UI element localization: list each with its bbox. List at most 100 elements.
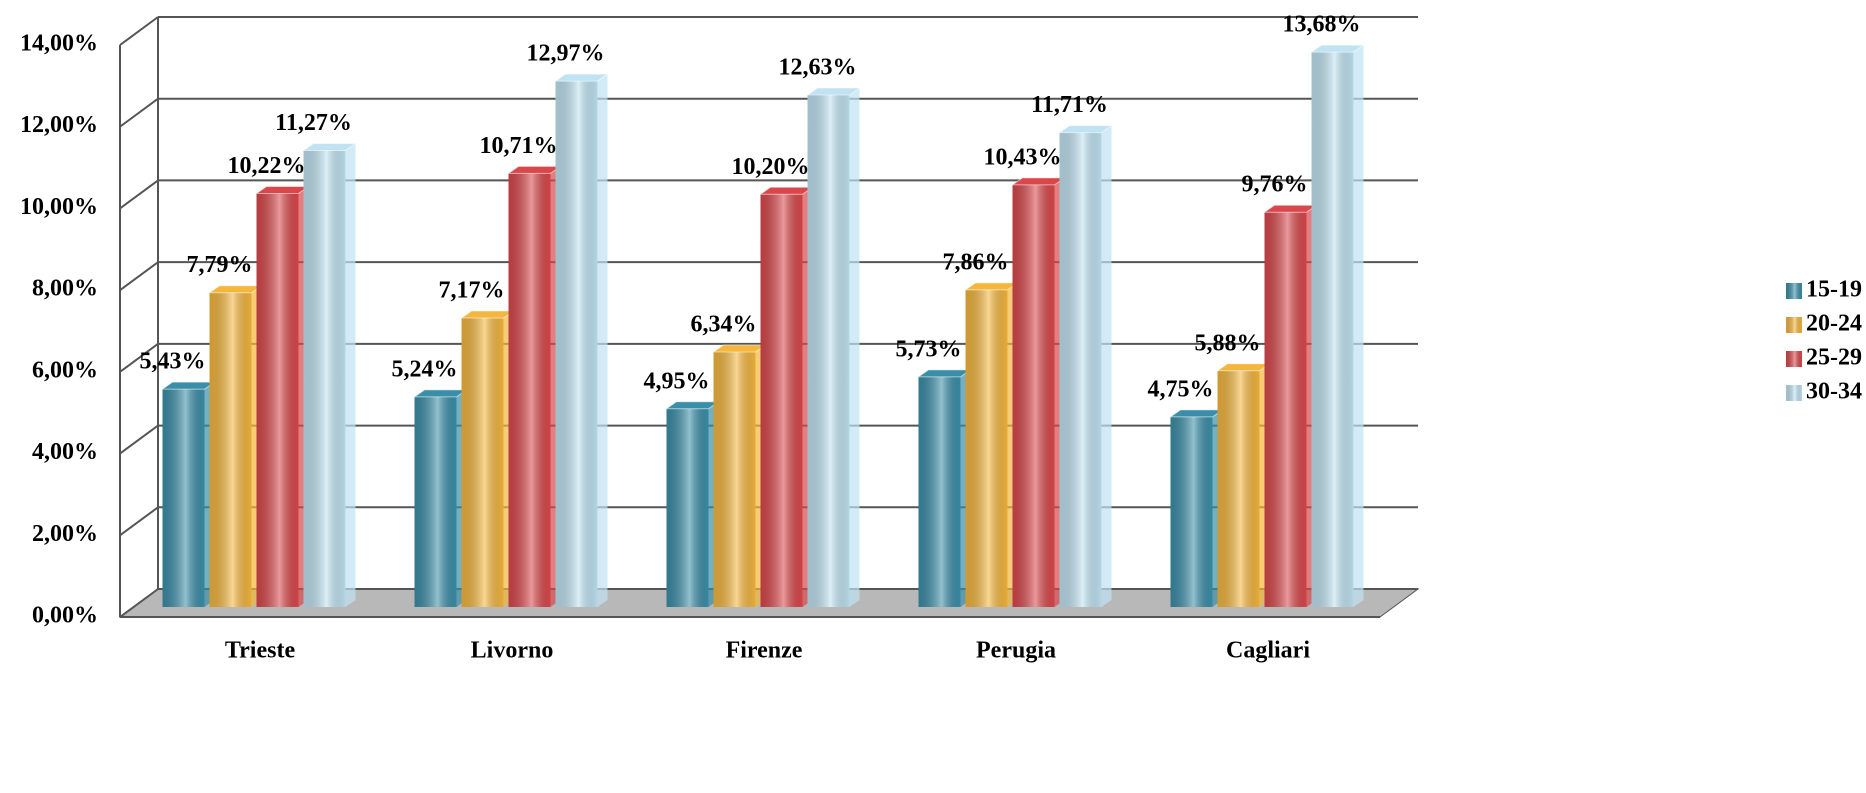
bar <box>207 285 264 607</box>
bar-side <box>1101 125 1112 607</box>
bar-shine <box>1264 212 1307 607</box>
x-tick-label: Firenze <box>726 638 803 664</box>
grid-line-depth <box>119 343 159 373</box>
bar-shine <box>1217 370 1260 607</box>
bar-top <box>963 282 1020 291</box>
grid-line-depth <box>119 424 159 455</box>
bar-top <box>805 87 862 96</box>
bar <box>664 401 721 607</box>
bar <box>412 389 469 607</box>
y-tick-label: 6,00% <box>32 357 98 383</box>
bar-top <box>916 369 973 378</box>
legend-label: 30-34 <box>1806 379 1862 405</box>
bar <box>1309 44 1366 608</box>
bar <box>758 186 815 607</box>
bar-top <box>711 344 768 353</box>
bar-top <box>301 143 358 152</box>
y-tick-label: 4,00% <box>32 439 98 465</box>
value-label: 7,86% <box>943 249 1009 275</box>
value-label: 4,75% <box>1148 376 1214 402</box>
x-tick-label: Perugia <box>976 638 1056 664</box>
bar-shine <box>918 376 961 607</box>
bar <box>553 73 610 607</box>
bar <box>1057 125 1114 607</box>
value-label: 5,24% <box>392 356 458 382</box>
grid-line-depth <box>119 97 159 128</box>
y-tick-label: 2,00% <box>32 521 98 547</box>
value-label: 11,27% <box>275 110 352 136</box>
bar-shine <box>414 396 457 607</box>
bar <box>916 369 973 607</box>
value-label: 11,71% <box>1031 92 1108 118</box>
bar-top <box>459 310 516 319</box>
bar <box>254 185 311 607</box>
grid-line-depth <box>119 506 159 537</box>
grid-line-depth <box>119 16 159 46</box>
bar-shine <box>807 94 850 607</box>
bar <box>1168 409 1225 607</box>
bar-shine <box>965 289 1008 607</box>
legend-marker-shine <box>1786 385 1802 401</box>
bar <box>1215 363 1272 607</box>
bar-shine <box>760 194 803 607</box>
bar <box>506 165 563 608</box>
bar <box>301 143 358 608</box>
bar <box>711 344 768 607</box>
x-tick-label: Livorno <box>471 638 554 664</box>
x-tick-label: Cagliari <box>1226 638 1310 664</box>
bar-top <box>1215 363 1272 372</box>
value-label: 12,63% <box>779 54 857 80</box>
bar-shine <box>555 81 598 607</box>
value-label: 9,76% <box>1242 172 1308 198</box>
bar-top <box>553 73 610 82</box>
value-label: 10,71% <box>480 133 558 159</box>
value-label: 6,34% <box>691 311 757 337</box>
value-label: 10,43% <box>984 144 1062 170</box>
value-label: 4,95% <box>644 368 710 394</box>
bar-top <box>254 185 311 194</box>
bar-side <box>849 87 860 607</box>
bar-top <box>758 186 815 195</box>
legend-label: 20-24 <box>1806 311 1862 337</box>
bar <box>963 282 1020 607</box>
y-tick-label: 8,00% <box>32 276 98 302</box>
bar-top <box>160 381 217 390</box>
value-label: 5,73% <box>896 336 962 362</box>
bar-side <box>1353 45 1364 608</box>
value-label: 10,22% <box>228 153 306 179</box>
bar-top <box>1010 177 1067 186</box>
y-tick-label: 10,00% <box>20 194 98 220</box>
bar-top <box>1168 409 1225 418</box>
grid-line-depth <box>119 261 159 291</box>
bar-top <box>1262 204 1319 213</box>
bar <box>1010 177 1067 608</box>
bar-shine <box>1059 132 1102 607</box>
bar-top <box>412 389 469 398</box>
bar-shine <box>1170 416 1213 607</box>
grid-line-depth <box>119 588 159 618</box>
bar-shine <box>162 389 205 607</box>
bar-shine <box>1311 52 1354 608</box>
value-label: 5,43% <box>140 349 206 375</box>
x-tick-label: Trieste <box>225 638 296 664</box>
y-tick-label: 0,00% <box>32 603 98 629</box>
legend-marker-shine <box>1786 351 1802 367</box>
y-tick-label: 14,00% <box>20 31 98 57</box>
bar <box>1262 204 1319 607</box>
bar-top <box>1309 44 1366 53</box>
bar-top <box>207 285 264 294</box>
bar-shine <box>256 193 299 607</box>
value-label: 12,97% <box>527 41 605 67</box>
bar-top <box>506 165 563 174</box>
bar-shine <box>666 408 709 607</box>
bar-shine <box>303 150 346 608</box>
grid-line-depth <box>119 179 159 210</box>
bar-top <box>1057 125 1114 134</box>
value-label: 5,88% <box>1195 330 1261 356</box>
bar-shine <box>508 173 551 608</box>
bar-shine <box>209 292 252 607</box>
bar <box>160 381 217 607</box>
bar-side <box>345 143 356 608</box>
bar <box>459 310 516 607</box>
